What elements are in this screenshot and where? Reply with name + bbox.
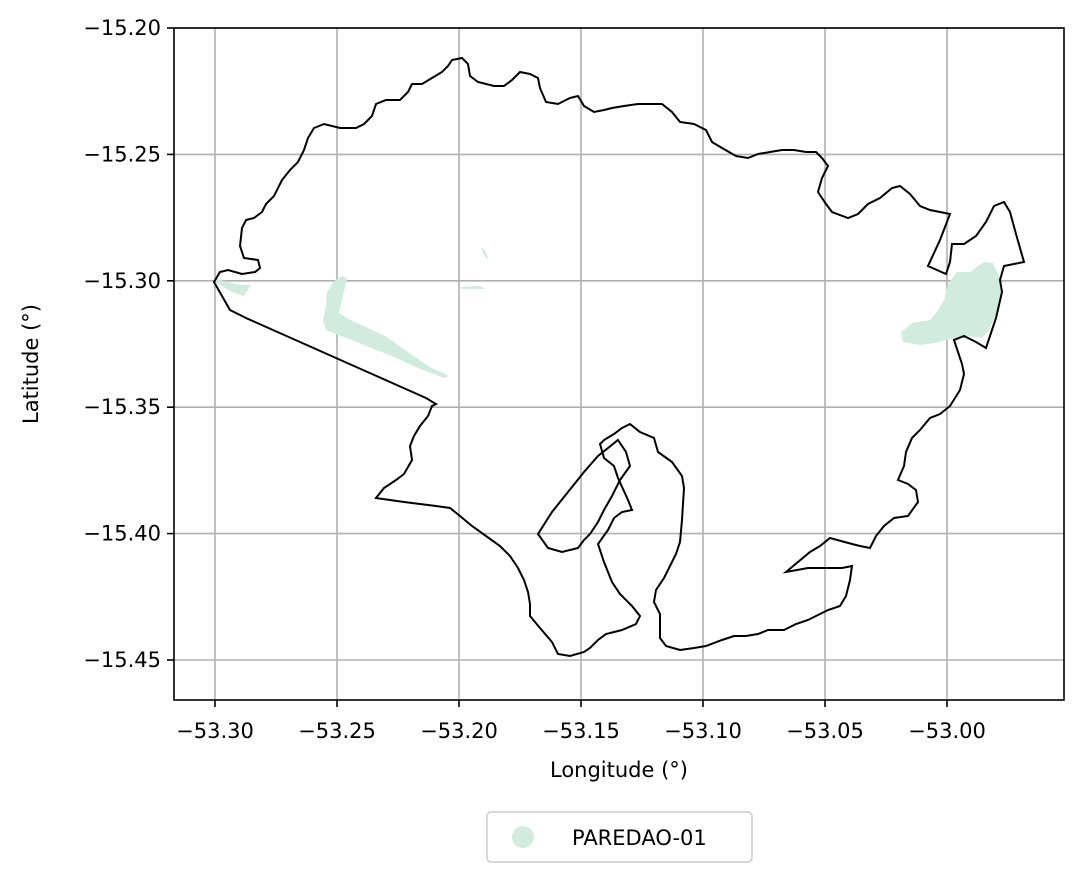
legend-label-paredao-01: PAREDAO-01 [572, 826, 707, 850]
x-tick-label: −53.05 [786, 719, 864, 743]
x-axis-label: Longitude (°) [550, 758, 688, 782]
legend-box [486, 811, 753, 863]
plot-frame [173, 27, 1065, 701]
x-tick-label: −53.10 [664, 719, 742, 743]
municipality-boundary [212, 56, 1026, 658]
grid-lines [174, 27, 1064, 700]
x-axis-ticks: −53.30 −53.25 −53.20 −53.15 −53.10 −53.05 −53.… [176, 700, 986, 743]
paredao-01-area-central [323, 276, 449, 378]
inner-boundary-loop [536, 438, 632, 554]
x-tick-label: −53.20 [420, 719, 498, 743]
x-tick-label: −53.15 [542, 719, 620, 743]
paredao-01-area-east [901, 262, 1001, 345]
y-tick-label: −15.40 [83, 522, 161, 546]
y-tick-label: −15.30 [83, 269, 161, 293]
paredao-01-area-north-strip [481, 248, 488, 259]
paredao-01-area-mid-strip [460, 286, 486, 289]
x-tick-label: −53.00 [908, 719, 986, 743]
y-tick-label: −15.25 [83, 142, 161, 166]
y-tick-label: −15.35 [83, 395, 161, 419]
y-tick-label: −15.45 [83, 648, 161, 672]
y-tick-label: −15.20 [83, 16, 161, 40]
y-axis-ticks: −15.20 −15.25 −15.30 −15.35 −15.40 −15.45 [83, 16, 174, 672]
legend-marker-circle [512, 826, 534, 848]
paredao-01-areas [216, 248, 1001, 378]
legend: PAREDAO-01 [486, 811, 753, 863]
y-axis-label: Latitude (°) [19, 304, 43, 424]
x-tick-label: −53.30 [176, 719, 254, 743]
paredao-01-area-west [216, 279, 251, 296]
x-tick-label: −53.25 [298, 719, 376, 743]
